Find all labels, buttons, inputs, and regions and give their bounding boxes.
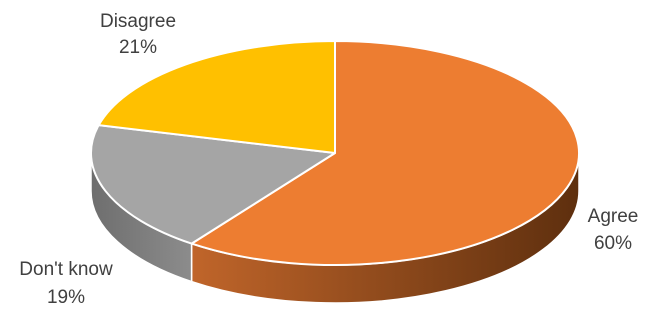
label-dontknow-name: Don't know: [19, 259, 113, 280]
slice-disagree: [97, 40, 336, 154]
label-dontknow-value: 19%: [47, 287, 85, 308]
slice-don-t-know: [90, 124, 336, 245]
label-agree-name: Agree: [588, 206, 639, 227]
label-agree-value: 60%: [594, 233, 632, 254]
label-disagree-value: 21%: [119, 37, 157, 58]
slice-agree: [190, 40, 580, 266]
label-disagree-name: Disagree: [100, 11, 176, 32]
pie-tops: [90, 40, 580, 266]
